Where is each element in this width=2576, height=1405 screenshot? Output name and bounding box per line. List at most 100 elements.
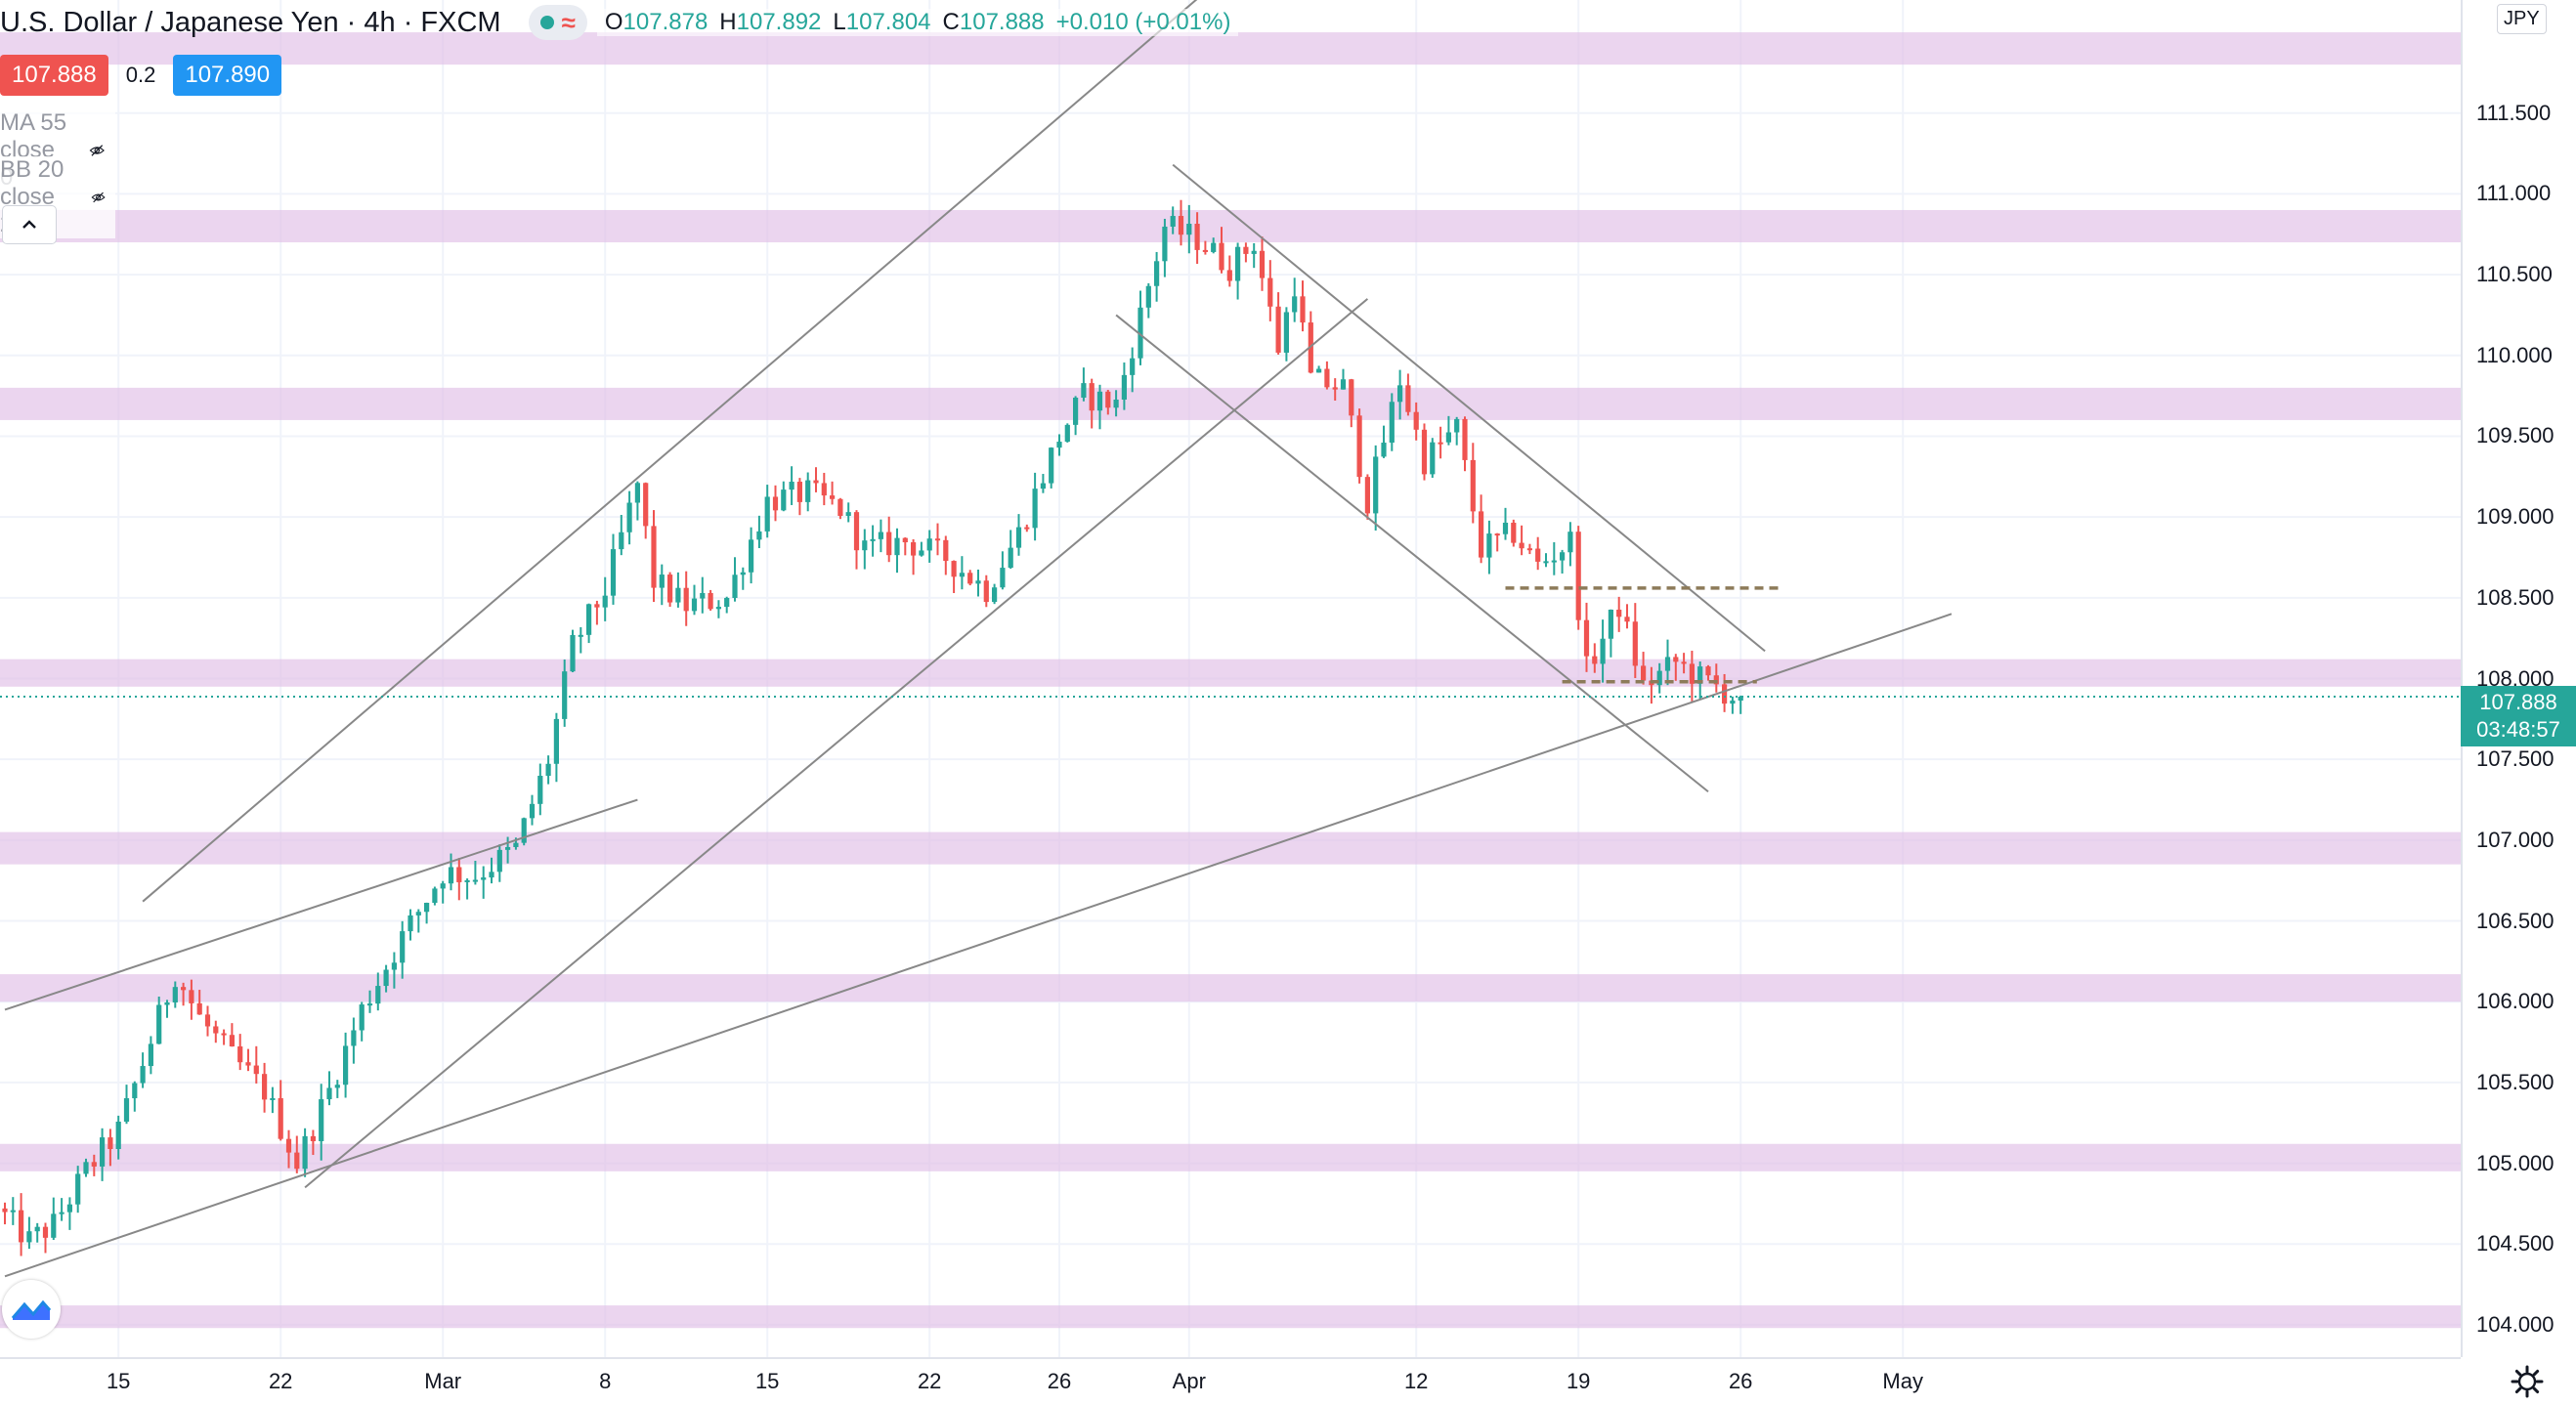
candle-body: [1381, 443, 1387, 457]
candle-body: [1494, 533, 1500, 536]
candle-body: [196, 1002, 202, 1015]
candle-body: [1560, 552, 1566, 561]
eye-off-icon[interactable]: [89, 138, 106, 163]
candle-body: [934, 538, 941, 541]
candle-body: [489, 872, 494, 878]
candle-body: [1413, 411, 1419, 430]
candle-body: [1397, 385, 1403, 403]
bar-countdown: 03:48:57: [2476, 717, 2560, 743]
sr-zone: [0, 974, 2461, 1002]
candle-body: [1049, 447, 1054, 484]
time-axis[interactable]: 15 22 Mar 8 15 22 26 Apr 12 19 26 May: [0, 1357, 2461, 1405]
tradingview-logo[interactable]: [2, 1280, 61, 1339]
sr-zone: [0, 659, 2461, 687]
last-price-label: 107.888 03:48:57: [2461, 686, 2576, 747]
candle-body: [302, 1135, 308, 1170]
candle-body: [100, 1137, 106, 1167]
candle-body: [1738, 697, 1743, 702]
candle-body: [1502, 522, 1509, 534]
candle-body: [181, 987, 187, 991]
sell-button[interactable]: 107.888: [0, 55, 108, 96]
candle-body: [432, 888, 438, 904]
candle-body: [1364, 477, 1370, 514]
candle-body: [749, 539, 754, 573]
candle-body: [270, 1097, 276, 1100]
candle-body: [1089, 383, 1095, 411]
eye-off-icon[interactable]: [91, 185, 106, 210]
candle-body: [878, 532, 883, 539]
candle-body: [1551, 560, 1557, 563]
candle-body: [975, 580, 981, 584]
candle-body: [237, 1045, 243, 1063]
currency-badge[interactable]: JPY: [2497, 4, 2547, 34]
price-chart[interactable]: [0, 0, 2461, 1357]
candle-body: [294, 1152, 300, 1170]
candle-body: [1138, 307, 1143, 359]
time-tick-label: Mar: [424, 1369, 462, 1393]
candle-body: [983, 580, 989, 603]
time-tick-label: 22: [917, 1369, 942, 1393]
candle-body: [1583, 619, 1590, 657]
ohlc-open: O107.878: [604, 9, 708, 35]
candle-body: [391, 962, 397, 970]
candle-body: [1211, 242, 1217, 252]
time-tick-label: 15: [754, 1369, 780, 1393]
candle-body: [1105, 391, 1111, 408]
candle-body: [66, 1204, 72, 1213]
collapse-legend-button[interactable]: [2, 205, 57, 244]
candle-body: [1470, 459, 1476, 512]
chart-area[interactable]: [0, 0, 2461, 1357]
price-axis[interactable]: 104.000 104.500 105.000 105.500 106.000 106.5…: [2461, 0, 2576, 1357]
candle-body: [1040, 483, 1046, 490]
candle-body: [1340, 379, 1347, 390]
candle-body: [1454, 418, 1460, 433]
candle-body: [1567, 532, 1573, 553]
candle-body: [537, 776, 543, 804]
candle-body: [1081, 383, 1087, 399]
candle-body: [319, 1099, 324, 1141]
candle-body: [51, 1213, 57, 1238]
candle-body: [107, 1137, 113, 1150]
candle-body: [919, 550, 924, 556]
sr-zone: [0, 387, 2461, 420]
candle-body: [675, 587, 681, 603]
time-tick-label: 19: [1566, 1369, 1591, 1393]
candle-body: [1283, 312, 1289, 353]
candle-body: [1356, 415, 1362, 478]
chevron-up-icon: [22, 220, 36, 229]
candle-body: [594, 604, 600, 608]
last-price-value: 107.888: [2479, 690, 2557, 715]
market-status-pill[interactable]: ≈: [528, 5, 587, 40]
ohlc-values: O107.878 H107.892 L107.804 C107.888 +0.0…: [596, 9, 1239, 36]
price-tick-label: 111.500: [2476, 100, 2552, 125]
candle-body: [1575, 532, 1581, 620]
candle-body: [683, 587, 689, 612]
candle-body: [724, 597, 730, 608]
candle-body: [821, 483, 827, 496]
symbol-title[interactable]: U.S. Dollar / Japanese Yen · 4h · FXCM: [0, 6, 501, 38]
candle-body: [351, 1030, 357, 1046]
spread-value: 0.2: [125, 63, 156, 87]
time-tick-label: 8: [599, 1369, 612, 1393]
candle-body: [667, 575, 673, 603]
candle-body: [659, 575, 665, 588]
candle-body: [1349, 379, 1354, 416]
candle-body: [715, 607, 721, 610]
candle-body: [204, 1014, 211, 1027]
candle-body: [1632, 621, 1638, 666]
trendline: [1172, 163, 1766, 653]
sr-zone: [0, 1305, 2461, 1329]
time-tick-label: 12: [1403, 1369, 1429, 1393]
candle-body: [115, 1122, 121, 1150]
candle-body: [34, 1226, 40, 1232]
candle-body: [570, 634, 576, 672]
gear-icon[interactable]: [2510, 1364, 2545, 1399]
price-tick-label: 106.500: [2476, 908, 2555, 933]
trendline: [304, 298, 1369, 1189]
price-tick-label: 105.500: [2476, 1069, 2555, 1094]
candle-body: [1162, 226, 1168, 262]
candle-body: [1543, 561, 1549, 564]
buy-button[interactable]: 107.890: [173, 55, 282, 96]
candle-body: [1373, 456, 1379, 514]
candle-body: [756, 531, 762, 540]
